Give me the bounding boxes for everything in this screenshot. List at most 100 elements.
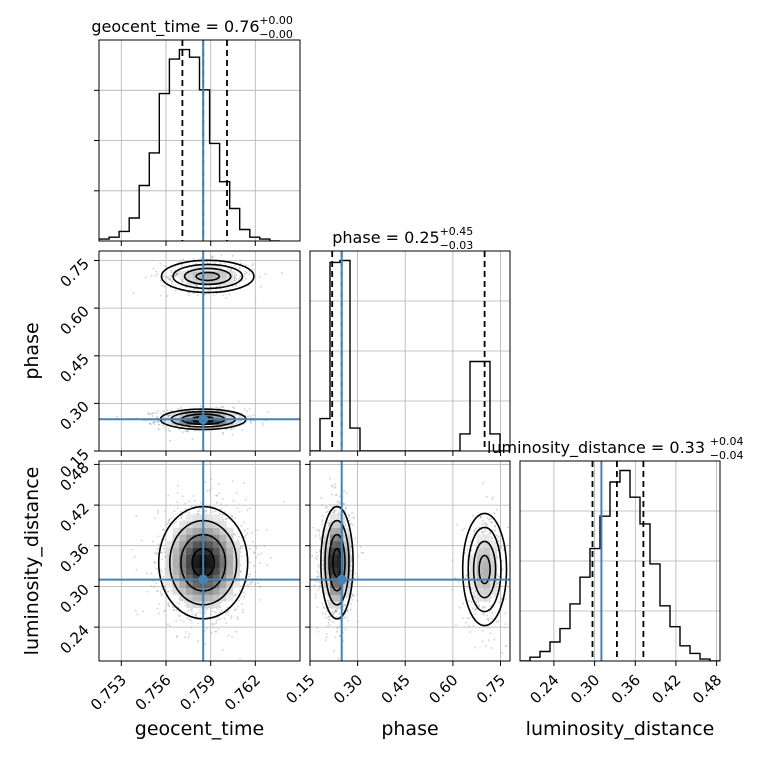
density-cell: [233, 574, 241, 582]
sample-point: [325, 511, 328, 514]
sample-point: [184, 430, 187, 433]
sample-point: [482, 613, 485, 616]
sample-point: [211, 623, 214, 625]
sample-point: [184, 502, 187, 505]
sample-point: [321, 559, 324, 562]
sample-point: [455, 624, 457, 626]
sample-point: [240, 570, 242, 573]
sample-point: [157, 535, 160, 538]
sample-point: [472, 591, 475, 594]
density-cell: [179, 521, 187, 529]
sample-point: [215, 622, 218, 625]
sample-point: [475, 608, 477, 611]
x-tick-label: 0.15: [282, 671, 318, 707]
sample-point: [328, 624, 331, 626]
density-cell: [212, 547, 220, 555]
sample-point: [191, 610, 193, 613]
sample-point: [333, 512, 336, 515]
sample-point: [496, 556, 499, 559]
density-cell: [219, 574, 227, 582]
sample-point: [307, 603, 309, 605]
sample-point: [362, 552, 365, 554]
sample-point: [175, 424, 178, 427]
density-cell: [219, 594, 227, 602]
sample-point: [185, 631, 187, 633]
sample-point: [163, 610, 166, 612]
sample-point: [164, 571, 167, 574]
sample-point: [484, 529, 487, 532]
contour-line: [195, 271, 221, 282]
sample-point: [319, 584, 322, 587]
sample-point: [176, 501, 179, 503]
sample-point: [191, 608, 194, 610]
sample-point: [160, 588, 163, 590]
sample-point: [489, 532, 492, 534]
sample-point: [167, 604, 170, 607]
sample-point: [476, 603, 479, 606]
sample-point: [345, 519, 347, 522]
histogram-geocent_time: [94, 39, 301, 246]
sample-point: [167, 590, 170, 592]
sample-point: [197, 510, 199, 513]
sample-point: [468, 616, 471, 619]
sample-point: [224, 612, 227, 614]
sample-point: [478, 604, 481, 606]
panel-border: [309, 460, 511, 662]
sample-point: [246, 532, 249, 535]
density-cell: [186, 561, 194, 569]
sample-point: [266, 411, 269, 414]
sample-point: [282, 500, 285, 503]
x-tick-label: 0.60: [425, 671, 461, 707]
sample-point: [167, 415, 170, 417]
sample-point: [219, 611, 222, 614]
density-cell: [343, 554, 351, 562]
sample-point: [251, 532, 254, 534]
density-cell: [206, 567, 214, 575]
truth-point: [336, 574, 347, 585]
density-cell: [192, 514, 200, 522]
sample-point: [478, 605, 480, 608]
sample-point: [157, 428, 160, 430]
sample-point: [166, 623, 169, 626]
density-cell: [206, 594, 214, 602]
sample-point: [186, 617, 189, 619]
sample-point: [234, 517, 237, 519]
sample-point: [200, 507, 202, 510]
sample-point: [242, 275, 245, 278]
sample-point: [184, 636, 186, 639]
sample-point: [225, 622, 228, 625]
sample-point: [248, 507, 251, 510]
density-cell: [172, 554, 180, 562]
sample-point: [234, 630, 237, 633]
sample-point: [231, 480, 234, 482]
sample-point: [473, 609, 476, 612]
sample-point: [175, 274, 178, 276]
sample-point: [181, 264, 183, 267]
sample-point: [160, 594, 163, 597]
sample-point: [490, 596, 493, 599]
sample-point: [218, 492, 221, 495]
density-cell: [476, 587, 484, 595]
sample-point: [194, 613, 197, 616]
sample-point: [337, 658, 340, 660]
sample-point: [181, 495, 184, 498]
y-axis-label-phase: phase: [21, 322, 43, 379]
sample-point: [233, 275, 236, 278]
density-cell: [179, 527, 187, 535]
sample-point: [316, 555, 319, 557]
sample-point: [344, 628, 347, 631]
sample-point: [482, 606, 485, 609]
sample-point: [221, 513, 224, 516]
sample-point: [168, 522, 170, 524]
sample-point: [231, 254, 234, 257]
density-cell: [330, 601, 338, 609]
density-cell: [212, 534, 220, 542]
sample-point: [352, 516, 355, 518]
panel-border: [98, 250, 301, 452]
density-cell: [330, 527, 338, 535]
sample-point: [145, 276, 147, 279]
sample-point: [336, 503, 339, 505]
sample-point: [136, 613, 139, 616]
title-sub: −0.03: [440, 239, 474, 252]
sample-point: [199, 405, 202, 408]
